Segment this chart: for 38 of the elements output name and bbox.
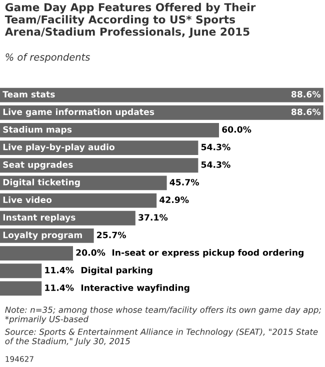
y-tick-label: Stadium maps: [3, 126, 72, 134]
data-label: 88.6%: [291, 108, 321, 116]
y-tick-label: Interactive wayfinding: [81, 284, 190, 293]
bar: [0, 281, 42, 296]
y-tick-label: Loyalty program: [3, 232, 82, 240]
data-label: 45.7%: [170, 178, 199, 186]
bar: [0, 140, 198, 156]
bar: [0, 105, 324, 120]
data-label: 11.4%: [45, 284, 74, 291]
y-tick-label: Seat upgrades: [3, 161, 73, 170]
y-tick-label: Team stats: [2, 91, 55, 98]
y-tick-label: Digital ticketing: [3, 178, 80, 188]
text: Note: n=35; among those whose team/facility offers its own game day app; *primarily US-based: [5, 306, 321, 324]
y-tick-label: In-seat or express pickup food ordering: [112, 249, 304, 258]
bar: [0, 246, 73, 261]
data-label: 54.3%: [201, 144, 230, 150]
data-label: 25.7%: [97, 232, 126, 238]
y-tick-label: Live video: [3, 196, 52, 204]
data-label: 37.1%: [138, 214, 168, 221]
bar: [0, 264, 42, 278]
bar: [0, 158, 198, 173]
bar: [0, 193, 157, 208]
bar: [0, 88, 324, 102]
source-note: Source: Sports & Entertainment Alliance in Technology (SEAT), "2015 State of the Stadium," July 30, 2015: [4, 328, 318, 346]
y-tick-label: Live game information updates: [3, 108, 154, 117]
y-tick-label: Digital parking: [81, 266, 152, 276]
data-label: 88.6%: [291, 91, 321, 98]
chart-title: Game Day App Features Offered by Their Team/Facility According to US* Sports Arena/Stadium Professionals, June 2015: [4, 2, 256, 38]
data-label: 20.0%: [76, 249, 106, 256]
bar: [0, 210, 136, 226]
y-tick-label: Live play-by-play audio: [3, 144, 115, 152]
data-label: 60.0%: [222, 126, 252, 133]
data-label: 54.3%: [201, 161, 230, 168]
bar: [0, 123, 219, 138]
chart-subtitle: % of respondents: [6, 53, 90, 63]
data-label: 11.4%: [45, 266, 74, 274]
y-tick-label: Instant replays: [3, 214, 76, 222]
data-label: 42.9%: [160, 196, 189, 204]
